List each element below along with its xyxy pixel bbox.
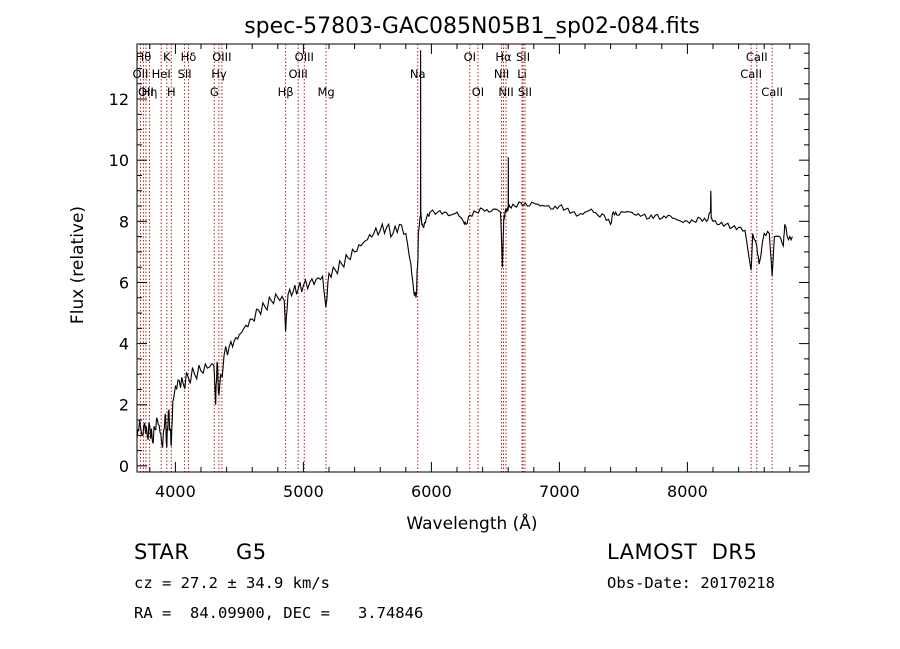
line-marker-label: CaII: [740, 67, 762, 81]
line-marker-label: HeI: [152, 67, 171, 81]
line-marker-label: Hβ: [278, 85, 294, 99]
y-tick-label: 6: [119, 273, 129, 292]
x-axis-ticks: 4000 5000 6000 7000 8000: [149, 44, 791, 501]
y-axis-ticks: 0 2 4 6 8 10 12: [109, 52, 809, 476]
line-marker-label: Hθ: [136, 50, 152, 64]
spectral-line-labels: HθOIIOIIHηHeIKHSIIHδGHγOIIIHβOIIIOIIIMgN…: [133, 50, 784, 99]
line-marker-label: SII: [178, 67, 192, 81]
line-marker-label: Na: [410, 67, 426, 81]
x-tick-label: 8000: [667, 482, 708, 501]
line-marker-label: CaII: [761, 85, 783, 99]
line-marker-label: OII: [138, 85, 154, 99]
line-marker-label: SII: [516, 50, 530, 64]
y-tick-label: 10: [109, 151, 129, 170]
coordinates: RA = 84.09900, DEC = 3.74846: [134, 604, 424, 622]
line-marker-label: OI: [464, 50, 476, 64]
line-marker-label: Hδ: [181, 50, 197, 64]
line-marker-label: OII: [133, 67, 149, 81]
x-tick-label: 6000: [411, 482, 452, 501]
plot-frame: [136, 43, 810, 473]
line-marker-label: OI: [472, 85, 484, 99]
spectral-line-markers: [139, 44, 773, 472]
observation-date: Obs-Date: 20170218: [607, 574, 775, 592]
object-class: STAR: [134, 540, 190, 564]
y-tick-label: 2: [119, 396, 129, 415]
line-marker-label: Hγ: [211, 67, 227, 81]
y-tick-label: 0: [119, 457, 129, 476]
y-axis-label: Flux (relative): [68, 206, 88, 324]
object-subclass: G5: [236, 540, 267, 564]
x-axis-label: Wavelength (Å): [406, 512, 537, 534]
spectrum-line: [136, 50, 793, 448]
line-marker-label: OIII: [295, 50, 314, 64]
line-marker-label: H: [167, 85, 176, 99]
y-tick-label: 12: [109, 90, 129, 109]
x-tick-label: 7000: [539, 482, 580, 501]
line-marker-label: OIII: [212, 50, 231, 64]
y-tick-label: 8: [119, 212, 129, 231]
line-marker-label: Li: [517, 67, 527, 81]
line-marker-label: Mg: [317, 85, 334, 99]
line-marker-label: G: [210, 85, 219, 99]
x-tick-label: 4000: [155, 482, 196, 501]
line-marker-label: OIII: [289, 67, 308, 81]
line-marker-label: SII: [518, 85, 532, 99]
line-marker-label: CaII: [746, 50, 768, 64]
redshift-cz: cz = 27.2 ± 34.9 km/s: [134, 574, 330, 592]
survey-name: LAMOST DR5: [607, 540, 758, 564]
line-marker-label: NII: [494, 67, 509, 81]
y-tick-label: 4: [119, 335, 129, 354]
chart-title: spec-57803-GAC085N05B1_sp02-084.fits: [244, 14, 700, 39]
x-tick-label: 5000: [283, 482, 324, 501]
line-marker-label: Hη: [141, 85, 157, 99]
line-marker-label: NII: [498, 85, 513, 99]
line-marker-label: K: [163, 50, 171, 64]
line-marker-label: Hα: [495, 50, 512, 64]
